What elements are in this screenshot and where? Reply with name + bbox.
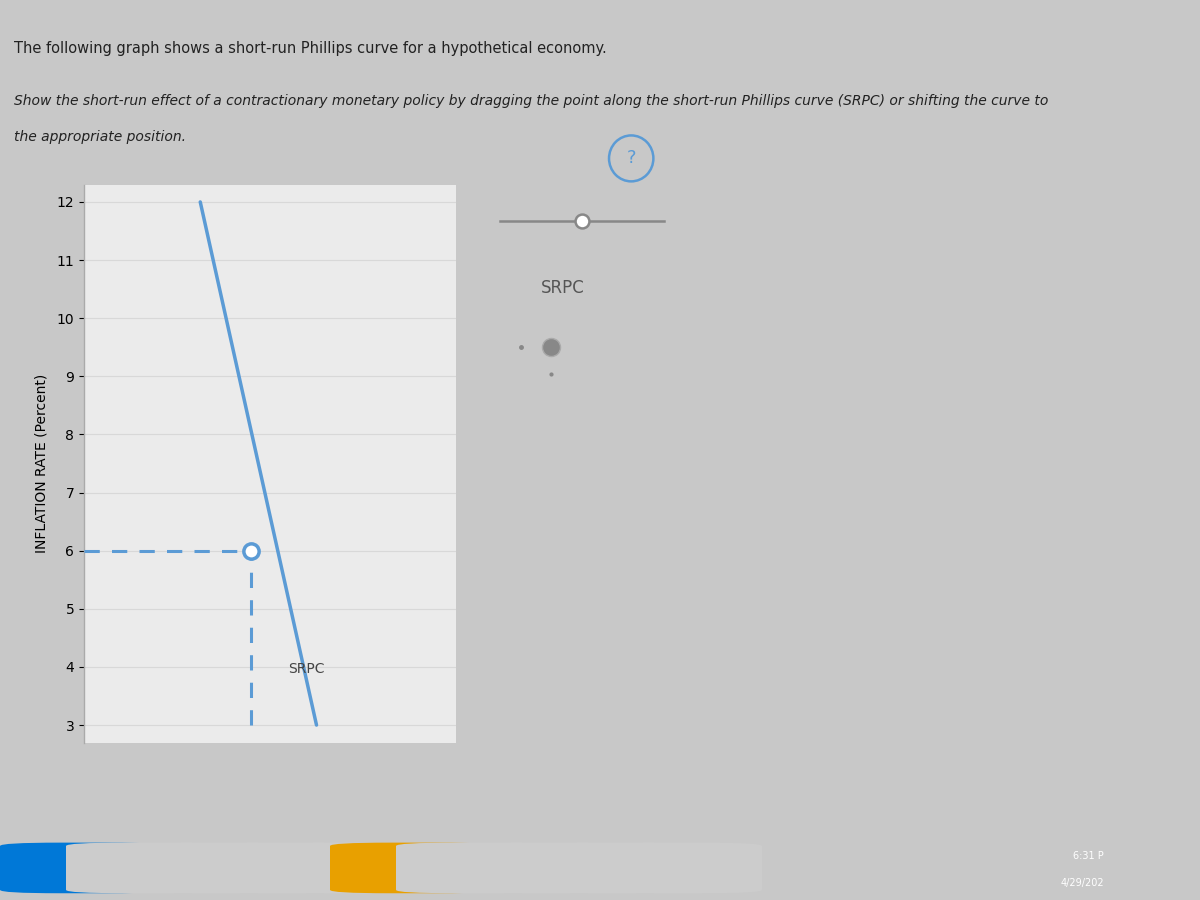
FancyBboxPatch shape — [396, 842, 564, 893]
FancyBboxPatch shape — [264, 842, 432, 893]
FancyBboxPatch shape — [132, 842, 300, 893]
Text: 4/29/202: 4/29/202 — [1061, 878, 1104, 888]
Text: ?: ? — [626, 149, 636, 167]
Text: SRPC: SRPC — [541, 279, 584, 297]
Text: the appropriate position.: the appropriate position. — [14, 130, 186, 145]
FancyBboxPatch shape — [198, 842, 366, 893]
Text: The following graph shows a short-run Phillips curve for a hypothetical economy.: The following graph shows a short-run Ph… — [14, 40, 607, 56]
FancyBboxPatch shape — [330, 842, 498, 893]
FancyBboxPatch shape — [66, 842, 234, 893]
Text: Show the short-run effect of a contractionary monetary policy by dragging the po: Show the short-run effect of a contracti… — [14, 94, 1049, 109]
Y-axis label: INFLATION RATE (Percent): INFLATION RATE (Percent) — [34, 374, 48, 554]
Text: 6:31 P: 6:31 P — [1073, 851, 1104, 861]
Text: SRPC: SRPC — [289, 662, 325, 676]
FancyBboxPatch shape — [528, 842, 696, 893]
FancyBboxPatch shape — [462, 842, 630, 893]
FancyBboxPatch shape — [594, 842, 762, 893]
FancyBboxPatch shape — [0, 842, 168, 893]
